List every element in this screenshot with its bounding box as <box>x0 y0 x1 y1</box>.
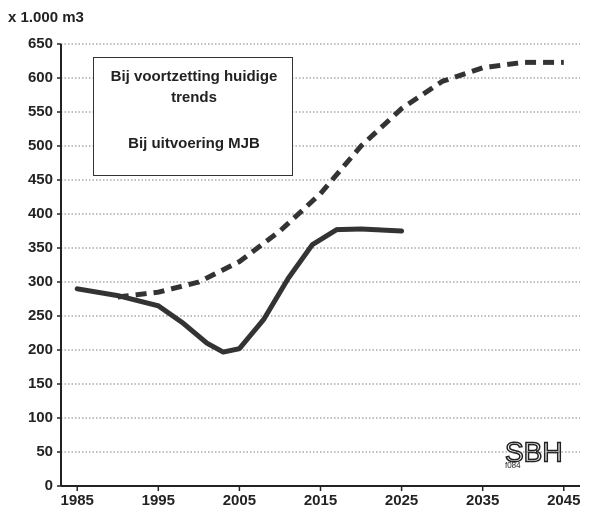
y-tick-label: 650 <box>28 35 53 52</box>
y-axis-label: x 1.000 m3 <box>8 9 84 26</box>
x-tick-label: 2045 <box>547 492 580 509</box>
y-tick-label: 150 <box>28 375 53 392</box>
legend: Bij voortzetting huidige trends Bij uitv… <box>93 57 293 176</box>
x-tick-label: 2005 <box>223 492 256 509</box>
y-tick-label: 550 <box>28 103 53 120</box>
legend-label: Bij voortzetting huidige trends <box>110 68 278 106</box>
y-tick-label: 200 <box>28 341 53 358</box>
y-tick-label: 400 <box>28 205 53 222</box>
series-line <box>74 226 405 355</box>
y-tick-label: 0 <box>45 477 53 494</box>
y-tick-label: 50 <box>36 443 53 460</box>
y-tick-label: 350 <box>28 239 53 256</box>
x-tick-label: 2015 <box>304 492 337 509</box>
x-tick-label: 1995 <box>142 492 175 509</box>
logo: SBH <box>505 436 563 467</box>
series-line <box>117 59 564 300</box>
x-tick-label: 1985 <box>61 492 94 509</box>
y-tick-label: 450 <box>28 171 53 188</box>
x-tick-label: 2025 <box>385 492 418 509</box>
y-tick-label: 600 <box>28 69 53 86</box>
y-tick-label: 500 <box>28 137 53 154</box>
legend-label: Bij uitvoering MJB <box>128 135 260 152</box>
y-tick-label: 250 <box>28 307 53 324</box>
y-tick-label: 300 <box>28 273 53 290</box>
x-tick-label: 2035 <box>466 492 499 509</box>
logo-code: f084 <box>505 461 521 470</box>
y-tick-label: 100 <box>28 409 53 426</box>
